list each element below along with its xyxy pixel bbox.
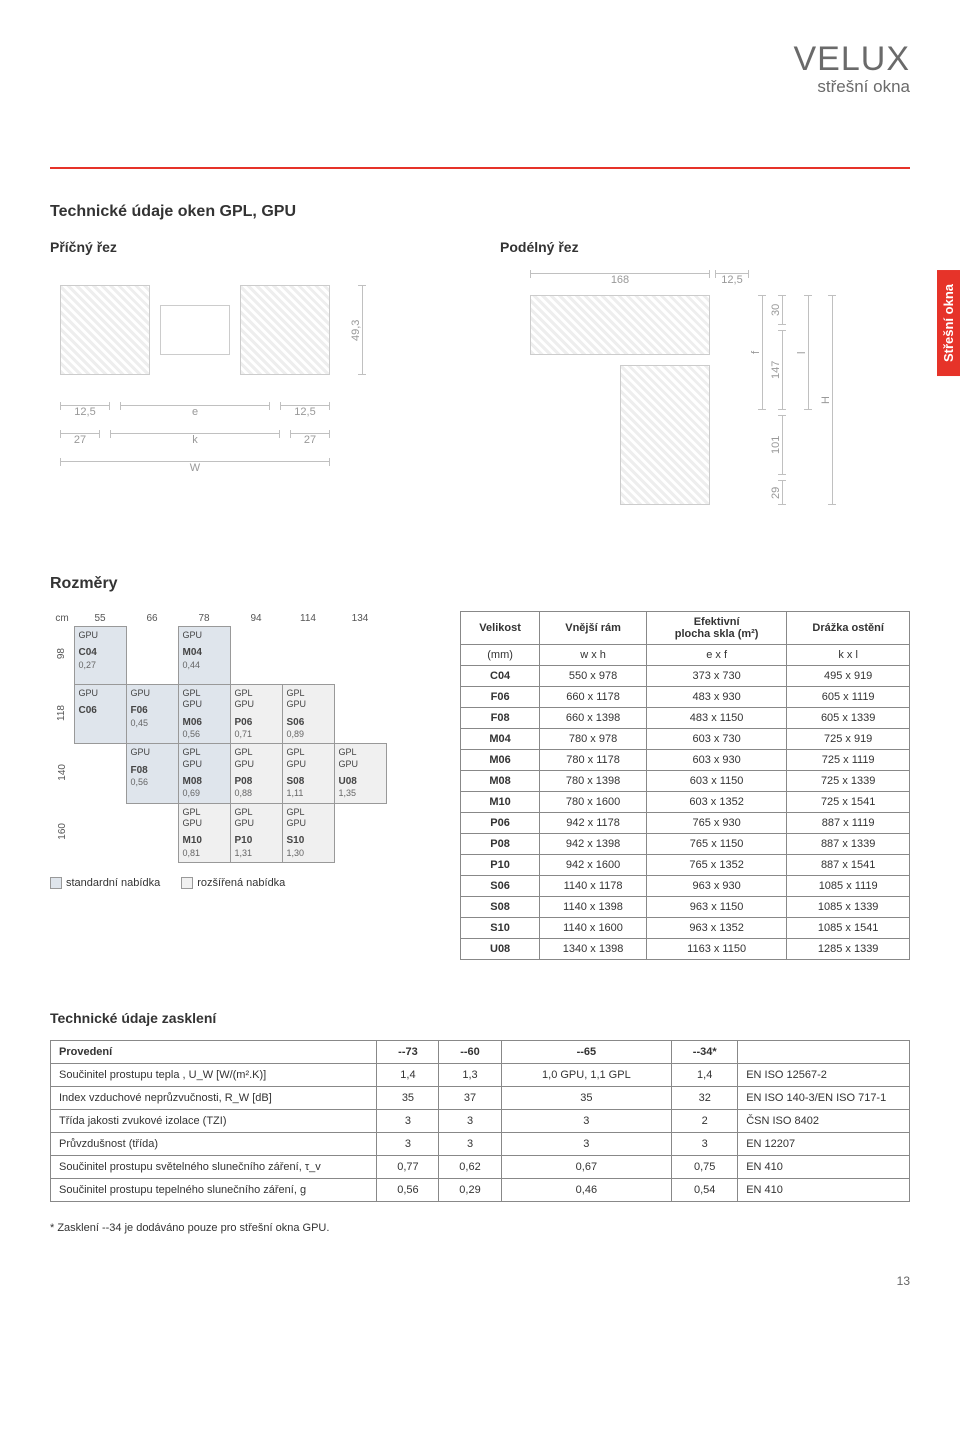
table-row: F06660 x 1178483 x 930605 x 1119 bbox=[461, 687, 910, 708]
table-row: F08660 x 1398483 x 1150605 x 1339 bbox=[461, 708, 910, 729]
size-cell: GPL GPUP080,88 bbox=[230, 744, 282, 803]
footnote: * Zasklení --34 je dodáváno pouze pro st… bbox=[50, 1222, 910, 1234]
section-drawings: Příčný řez 12,5 e 12,5 27 k 27 W 49,3 Po… bbox=[50, 239, 910, 535]
dim-30: 30 bbox=[770, 304, 782, 316]
main-title: Technické údaje oken GPL, GPU bbox=[50, 203, 910, 221]
table-row: P06942 x 1178765 x 930887 x 1119 bbox=[461, 813, 910, 834]
table-row: U081340 x 13981163 x 11501285 x 1339 bbox=[461, 939, 910, 960]
table-row: M08780 x 1398603 x 1150725 x 1339 bbox=[461, 771, 910, 792]
table-row: Průvzdušnost (třída)3333EN 12207 bbox=[51, 1133, 910, 1156]
table-row: S101140 x 1600963 x 13521085 x 1541 bbox=[461, 918, 910, 939]
legend-ext: rozšířená nabídka bbox=[197, 877, 285, 889]
size-cell: GPUC06 bbox=[74, 685, 126, 744]
table-row: S081140 x 1398963 x 11501085 x 1339 bbox=[461, 897, 910, 918]
table-row: P10942 x 1600765 x 1352887 x 1541 bbox=[461, 855, 910, 876]
size-cell: GPUM040,44 bbox=[178, 627, 230, 685]
table-row: M06780 x 1178603 x 930725 x 1119 bbox=[461, 750, 910, 771]
dim-29: 29 bbox=[770, 486, 782, 498]
dim-right: 12,5 bbox=[294, 406, 315, 418]
rozmery-title: Rozměry bbox=[50, 575, 910, 593]
table-row: S061140 x 1178963 x 9301085 x 1119 bbox=[461, 876, 910, 897]
dim-l: l bbox=[796, 351, 808, 353]
size-cell: GPL GPUS081,11 bbox=[282, 744, 334, 803]
brand-header: VELUX střešní okna bbox=[50, 40, 910, 97]
size-cell: GPUF080,56 bbox=[126, 744, 178, 803]
table-row: Třída jakosti zvukové izolace (TZI)3332Č… bbox=[51, 1110, 910, 1133]
brand-subtitle: střešní okna bbox=[50, 77, 910, 97]
size-grid: cm5566789411413498GPUC040,27GPUM040,4411… bbox=[50, 611, 430, 960]
size-cell: GPL GPUP101,31 bbox=[230, 803, 282, 862]
dim-kr: 27 bbox=[304, 434, 316, 446]
dim-e: e bbox=[192, 406, 198, 418]
long-section-title: Podélný řez bbox=[500, 239, 910, 255]
long-section-drawing: 168 12,5 30 147 l H f 101 29 bbox=[500, 265, 910, 535]
table-row: C04550 x 978373 x 730495 x 919 bbox=[461, 666, 910, 687]
dim-147: 147 bbox=[770, 361, 782, 379]
cross-section-title: Příčný řez bbox=[50, 239, 460, 255]
table-row: P08942 x 1398765 x 1150887 x 1339 bbox=[461, 834, 910, 855]
table-row: M10780 x 1600603 x 1352725 x 1541 bbox=[461, 792, 910, 813]
long-section-col: Podélný řez 168 12,5 30 147 l H f 101 29 bbox=[500, 239, 910, 535]
grid-legend: standardní nabídka rozšířená nabídka bbox=[50, 877, 430, 889]
side-tab: Střešní okna bbox=[937, 270, 960, 376]
size-cell: GPUC040,27 bbox=[74, 627, 126, 685]
cross-section-drawing: 12,5 e 12,5 27 k 27 W 49,3 bbox=[50, 265, 460, 535]
legend-swatch-ext bbox=[181, 877, 193, 889]
red-rule bbox=[50, 167, 910, 173]
size-cell: GPL GPUS060,89 bbox=[282, 685, 334, 744]
table-row: Součinitel prostupu světelného slunečníh… bbox=[51, 1156, 910, 1179]
dim-k: k bbox=[192, 434, 198, 446]
size-cell: GPL GPUS101,30 bbox=[282, 803, 334, 862]
dim-101: 101 bbox=[770, 436, 782, 454]
legend-swatch-std bbox=[50, 877, 62, 889]
table-row: Index vzduchové neprůzvučnosti, R_W [dB]… bbox=[51, 1087, 910, 1110]
dim-kl: 27 bbox=[74, 434, 86, 446]
velikost-table: VelikostVnější rámEfektivní plocha skla … bbox=[460, 611, 910, 960]
brand-name: VELUX bbox=[50, 40, 910, 79]
size-cell: GPL GPUU081,35 bbox=[334, 744, 386, 803]
dim-f: f bbox=[750, 351, 762, 354]
page-number: 13 bbox=[50, 1274, 910, 1288]
dim-125: 12,5 bbox=[721, 274, 742, 286]
dim-h493: 49,3 bbox=[350, 319, 362, 340]
size-cell: GPL GPUM100,81 bbox=[178, 803, 230, 862]
table-row: Součinitel prostupu tepla , U_W [W/(m².K… bbox=[51, 1064, 910, 1087]
glazing-title: Technické údaje zasklení bbox=[50, 1010, 910, 1026]
size-cell: GPL GPUM080,69 bbox=[178, 744, 230, 803]
dim-left: 12,5 bbox=[74, 406, 95, 418]
legend-std: standardní nabídka bbox=[66, 877, 160, 889]
glazing-table: Provedení--73--60--65--34*Součinitel pro… bbox=[50, 1040, 910, 1202]
size-cell: GPUF060,45 bbox=[126, 685, 178, 744]
cross-section-col: Příčný řez 12,5 e 12,5 27 k 27 W 49,3 bbox=[50, 239, 460, 535]
grid-table: cm5566789411413498GPUC040,27GPUM040,4411… bbox=[50, 611, 387, 863]
size-cell: GPL GPUP060,71 bbox=[230, 685, 282, 744]
dim-W: W bbox=[190, 462, 200, 474]
size-cell: GPL GPUM060,56 bbox=[178, 685, 230, 744]
table-row: M04780 x 978603 x 730725 x 919 bbox=[461, 729, 910, 750]
dim-168: 168 bbox=[611, 274, 629, 286]
dim-H: H bbox=[820, 396, 832, 404]
rozmery-row: cm5566789411413498GPUC040,27GPUM040,4411… bbox=[50, 611, 910, 960]
table-row: Součinitel prostupu tepelného slunečního… bbox=[51, 1179, 910, 1202]
